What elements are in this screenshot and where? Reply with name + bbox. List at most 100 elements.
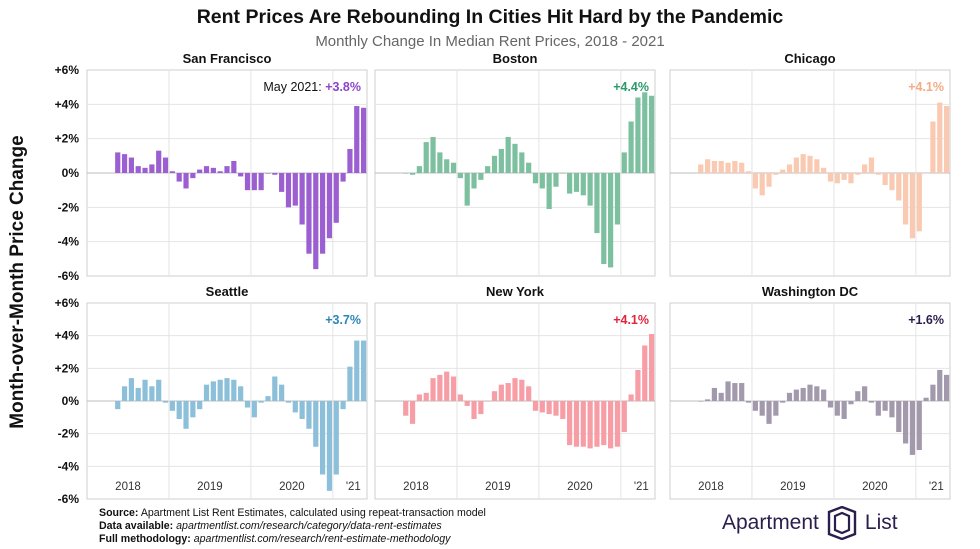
bar bbox=[244, 401, 251, 408]
bar bbox=[142, 167, 148, 173]
x-tick-label: 2019 bbox=[780, 481, 806, 493]
y-tick-label: +4% bbox=[55, 329, 80, 343]
bar bbox=[780, 401, 786, 403]
bar bbox=[766, 401, 772, 424]
bar bbox=[121, 154, 128, 173]
bar bbox=[430, 378, 436, 401]
apartment-list-logo: Apartment List bbox=[722, 505, 898, 541]
bar bbox=[868, 157, 875, 173]
bar bbox=[320, 173, 326, 254]
bar bbox=[739, 383, 745, 401]
bar bbox=[437, 152, 443, 173]
bar bbox=[512, 143, 518, 173]
bar bbox=[135, 387, 141, 401]
bar bbox=[573, 173, 580, 192]
bar bbox=[210, 381, 216, 401]
bar bbox=[855, 391, 861, 401]
bar bbox=[416, 166, 422, 173]
bar bbox=[197, 401, 203, 410]
latest-value-label: +4.1% bbox=[613, 313, 649, 327]
bar bbox=[786, 164, 793, 173]
latest-value-label: May 2021: +3.8% bbox=[263, 80, 361, 94]
x-tick-label: '21 bbox=[346, 481, 361, 493]
bar bbox=[539, 173, 545, 189]
bar bbox=[265, 396, 271, 401]
bar bbox=[560, 173, 566, 174]
x-tick-label: 2018 bbox=[403, 481, 429, 493]
panel-seattle: Seattle +3.7% +6% +4% +2% 0% -2% -4% -6% 2018 2019… bbox=[55, 284, 368, 505]
bar bbox=[142, 379, 148, 401]
y-tick-label: -6% bbox=[58, 492, 80, 505]
bar bbox=[272, 173, 278, 175]
panel-title: Chicago bbox=[784, 51, 835, 66]
panel-title: Boston bbox=[493, 51, 538, 66]
bar bbox=[725, 381, 731, 401]
chart-subtitle: Monthly Change In Median Rent Prices, 20… bbox=[315, 33, 665, 50]
bar bbox=[587, 401, 593, 449]
y-tick-label: -2% bbox=[58, 200, 80, 214]
x-tick-label: 2020 bbox=[567, 481, 593, 493]
y-tick-label: +4% bbox=[55, 97, 80, 111]
bar bbox=[875, 173, 881, 175]
bar bbox=[354, 340, 360, 401]
bar bbox=[628, 121, 634, 173]
bar bbox=[149, 164, 155, 173]
bar bbox=[360, 107, 367, 173]
logo-word-right: List bbox=[864, 511, 898, 534]
logo-mark-icon bbox=[827, 506, 857, 540]
bar bbox=[759, 401, 765, 416]
bar bbox=[333, 173, 339, 223]
bar bbox=[546, 401, 552, 415]
logo-word-left: Apartment bbox=[722, 511, 819, 534]
bar bbox=[360, 340, 367, 401]
bar bbox=[464, 173, 470, 206]
panel-washington-dc: Washington DC +1.6% 2018 2019 2020 '21 bbox=[669, 284, 951, 500]
bar bbox=[403, 173, 409, 174]
panel-chicago: Chicago +4.1% bbox=[669, 51, 951, 277]
x-tick-label: '21 bbox=[929, 481, 944, 493]
bar bbox=[444, 159, 450, 173]
y-tick-label: -4% bbox=[58, 459, 80, 473]
bar bbox=[224, 378, 230, 401]
bar bbox=[786, 392, 793, 401]
bar bbox=[238, 173, 244, 177]
bar bbox=[930, 121, 936, 173]
bar bbox=[169, 171, 175, 173]
bar bbox=[704, 159, 711, 173]
bar bbox=[251, 401, 257, 418]
panel-san-francisco: San Francisco May 2021: +3.8% +6% +4% +2% 0% -… bbox=[55, 51, 368, 283]
bar bbox=[608, 173, 614, 268]
bar bbox=[621, 401, 627, 433]
bar bbox=[628, 394, 634, 401]
bar bbox=[834, 401, 840, 416]
panel-title: Washington DC bbox=[762, 284, 859, 299]
bar bbox=[903, 401, 909, 444]
y-tick-label: 0% bbox=[62, 166, 80, 180]
bar bbox=[773, 173, 779, 175]
bar bbox=[909, 401, 916, 455]
bar bbox=[821, 389, 827, 401]
bar bbox=[258, 401, 264, 403]
chart-area: San Francisco May 2021: +3.8% +6% +4% +2% 0% -… bbox=[55, 51, 951, 505]
bar bbox=[916, 401, 922, 450]
bar bbox=[875, 401, 881, 416]
bar bbox=[498, 148, 504, 173]
bar bbox=[834, 173, 840, 184]
bar bbox=[889, 173, 895, 191]
bar bbox=[169, 401, 175, 411]
panel-title: New York bbox=[486, 284, 545, 299]
y-tick-label: 0% bbox=[62, 394, 80, 408]
bar bbox=[573, 401, 580, 447]
bar bbox=[553, 173, 559, 187]
bar bbox=[560, 401, 566, 419]
bar bbox=[156, 150, 162, 173]
bar bbox=[464, 401, 470, 406]
bar bbox=[814, 386, 820, 401]
bar bbox=[827, 173, 834, 182]
bar bbox=[190, 173, 196, 179]
bar bbox=[903, 173, 909, 225]
bar bbox=[773, 401, 779, 416]
bar bbox=[313, 401, 319, 447]
y-tick-label: +2% bbox=[55, 132, 80, 146]
bar bbox=[176, 173, 182, 182]
